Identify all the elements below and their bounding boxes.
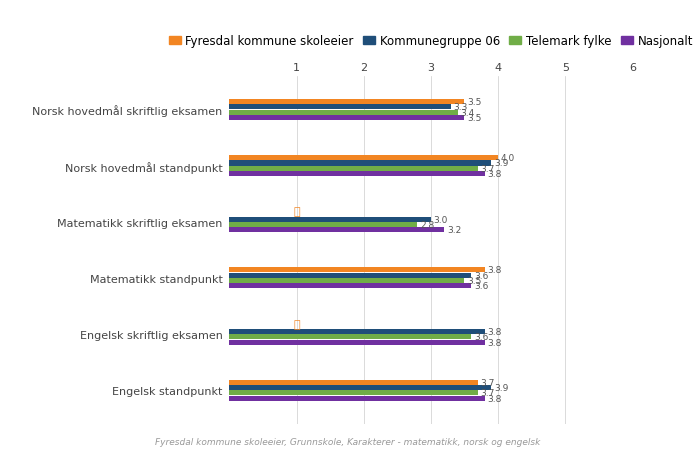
Text: 3.7: 3.7 <box>481 388 495 397</box>
Text: 3.3: 3.3 <box>454 103 468 112</box>
Text: ⓘ: ⓘ <box>293 319 300 329</box>
Bar <box>229 391 478 396</box>
Text: 3.7: 3.7 <box>481 165 495 174</box>
Text: 3.5: 3.5 <box>467 276 482 285</box>
Legend: Fyresdal kommune skoleeier, Kommunegruppe 06, Telemark fylke, Nasjonalt: Fyresdal kommune skoleeier, Kommunegrupp… <box>164 31 695 53</box>
Bar <box>229 284 471 289</box>
Bar <box>229 278 464 284</box>
Bar <box>229 110 458 115</box>
Text: ⓘ: ⓘ <box>293 207 300 217</box>
Text: 3.8: 3.8 <box>487 170 502 179</box>
Bar <box>229 161 491 166</box>
Bar <box>229 116 464 121</box>
Text: 3.6: 3.6 <box>474 332 489 341</box>
Text: 3.6: 3.6 <box>474 271 489 280</box>
Bar <box>229 166 478 171</box>
Bar <box>229 273 471 278</box>
Text: 3.5: 3.5 <box>467 114 482 123</box>
Bar <box>229 217 431 222</box>
Text: 2.8: 2.8 <box>420 221 434 230</box>
Text: 3.6: 3.6 <box>474 282 489 291</box>
Bar <box>229 222 418 227</box>
Text: 3.9: 3.9 <box>494 159 509 168</box>
Text: 3.8: 3.8 <box>487 327 502 336</box>
Bar <box>229 329 484 334</box>
Text: 3.8: 3.8 <box>487 338 502 347</box>
Bar <box>229 268 484 273</box>
Text: 3.5: 3.5 <box>467 98 482 107</box>
Text: 3.8: 3.8 <box>487 266 502 275</box>
Text: 3.8: 3.8 <box>487 394 502 403</box>
Text: 3.4: 3.4 <box>461 108 475 117</box>
Text: 4.0: 4.0 <box>501 154 515 163</box>
Text: 3.7: 3.7 <box>481 378 495 387</box>
Text: 3.9: 3.9 <box>494 383 509 392</box>
Bar <box>229 396 484 401</box>
Bar <box>229 172 484 177</box>
Text: 3.0: 3.0 <box>434 215 448 224</box>
Bar <box>229 105 451 110</box>
Text: Fyresdal kommune skoleeier, Grunnskole, Karakterer - matematikk, norsk og engels: Fyresdal kommune skoleeier, Grunnskole, … <box>155 437 540 446</box>
Bar <box>229 335 471 340</box>
Bar <box>229 385 491 390</box>
Bar <box>229 156 498 161</box>
Bar <box>229 100 464 105</box>
Text: 3.2: 3.2 <box>447 226 461 235</box>
Bar <box>229 228 444 233</box>
Bar <box>229 340 484 345</box>
Bar <box>229 380 478 385</box>
